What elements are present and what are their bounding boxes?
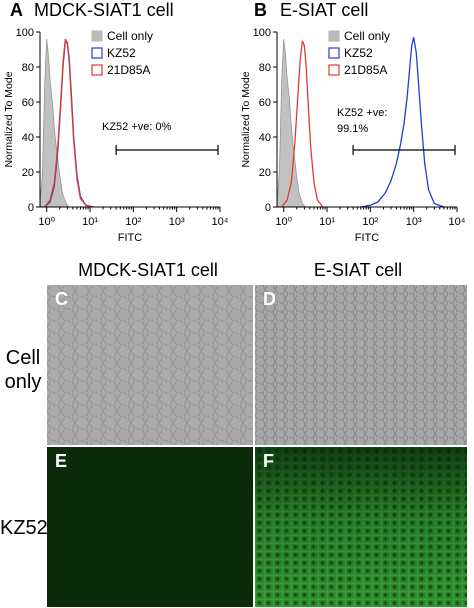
series-cell-only	[39, 38, 70, 208]
y-axis-label: Normalized To Mode	[240, 71, 252, 167]
x-tick-label: 10¹	[82, 216, 98, 228]
x-tick-label: 10¹	[319, 216, 335, 228]
histogram-chart-b: 0 20 40 60 80 100 10⁰ 10¹ 10² 10³ 10⁴ FITC Normalize…	[240, 27, 466, 244]
y-tick-label: 0	[28, 202, 34, 214]
legend-swatch	[328, 30, 340, 42]
y-tick-label: 80	[22, 62, 34, 74]
x-tick-label: 10⁰	[38, 216, 55, 228]
micrograph-d: D	[255, 285, 467, 445]
row-label-kz52: KZ52	[0, 516, 48, 540]
legend-label: 21D85A	[344, 63, 387, 77]
legend-swatch	[328, 47, 340, 59]
x-axis-label: FITC	[355, 232, 379, 244]
histogram-chart-a: 0 20 40 60 80 100 10⁰ 10¹ 10² 10³ 10⁴ FITC Normalize…	[3, 27, 229, 244]
series-21d85a	[281, 40, 324, 208]
legend-swatch	[328, 64, 340, 76]
row-label-kz52-text: KZ52	[0, 517, 48, 539]
micrograph-c: C	[47, 285, 253, 445]
legend-label: 21D85A	[107, 63, 150, 77]
x-tick-label: 10⁴	[212, 216, 229, 228]
y-tick-label: 100	[16, 27, 34, 39]
series-cell-only	[276, 38, 307, 208]
micro-col-title-right: E-SIAT cell	[313, 260, 403, 280]
brightfield-d-image	[255, 285, 467, 445]
y-axis-label: Normalized To Mode	[3, 71, 15, 167]
legend-label: Cell only	[107, 29, 153, 43]
legend-label: Cell only	[344, 29, 390, 43]
y-tick-label: 40	[22, 132, 34, 144]
gate-annotation: 99.1%	[337, 123, 368, 135]
gate-annotation: KZ52 +ve: 0%	[102, 121, 172, 133]
micrograph-e: E	[47, 447, 253, 607]
micrograph-letter-d: D	[263, 289, 276, 309]
x-tick-label: 10³	[406, 216, 422, 228]
brightfield-c-image	[47, 285, 253, 445]
y-tick-label: 0	[265, 202, 271, 214]
micrograph-letter-f: F	[263, 451, 274, 471]
panel-letter-a: A	[10, 0, 23, 20]
x-tick-label: 10²	[362, 216, 378, 228]
gate-annotation: KZ52 +ve:	[337, 107, 387, 119]
legend-label: KZ52	[107, 46, 136, 60]
panel-letter-b: B	[254, 0, 267, 20]
micrograph-letter-c: C	[55, 289, 68, 309]
x-tick-label: 10²	[125, 216, 141, 228]
panel-a-title: MDCK-SIAT1 cell	[34, 0, 174, 20]
y-tick-label: 60	[22, 97, 34, 109]
row-label-cell-only-line2: only	[4, 371, 42, 393]
row-label-cell-only-line1: Cell	[5, 347, 41, 369]
x-tick-label: 10³	[169, 216, 185, 228]
legend-label: KZ52	[344, 46, 373, 60]
chart-a: 0 20 40 60 80 100 10⁰ 10¹ 10² 10³ 10⁴ FITC Normalize…	[3, 27, 229, 244]
x-axis-label: FITC	[118, 232, 142, 244]
series-21d85a	[44, 38, 94, 208]
y-tick-label: 40	[259, 132, 271, 144]
x-tick-label: 10⁴	[449, 216, 466, 228]
y-tick-label: 60	[259, 97, 271, 109]
panel-b-title: E-SIAT cell	[280, 0, 369, 20]
row-label-cell-only: Cell only	[0, 346, 46, 394]
legend-swatch	[91, 47, 103, 59]
y-tick-label: 100	[253, 27, 271, 39]
series-kz52	[360, 37, 445, 208]
fluorescence-f-image	[255, 447, 467, 607]
legend-swatch	[91, 64, 103, 76]
y-tick-label: 20	[22, 167, 34, 179]
chart-b: 0 20 40 60 80 100 10⁰ 10¹ 10² 10³ 10⁴ FITC Normalize…	[240, 27, 466, 244]
x-tick-label: 10⁰	[275, 216, 292, 228]
micro-col-title-left: MDCK-SIAT1 cell	[78, 260, 218, 280]
micrograph-f: F	[255, 447, 467, 607]
y-tick-label: 80	[259, 62, 271, 74]
y-tick-label: 20	[259, 167, 271, 179]
micrograph-letter-e: E	[55, 451, 68, 471]
legend-swatch	[91, 30, 103, 42]
